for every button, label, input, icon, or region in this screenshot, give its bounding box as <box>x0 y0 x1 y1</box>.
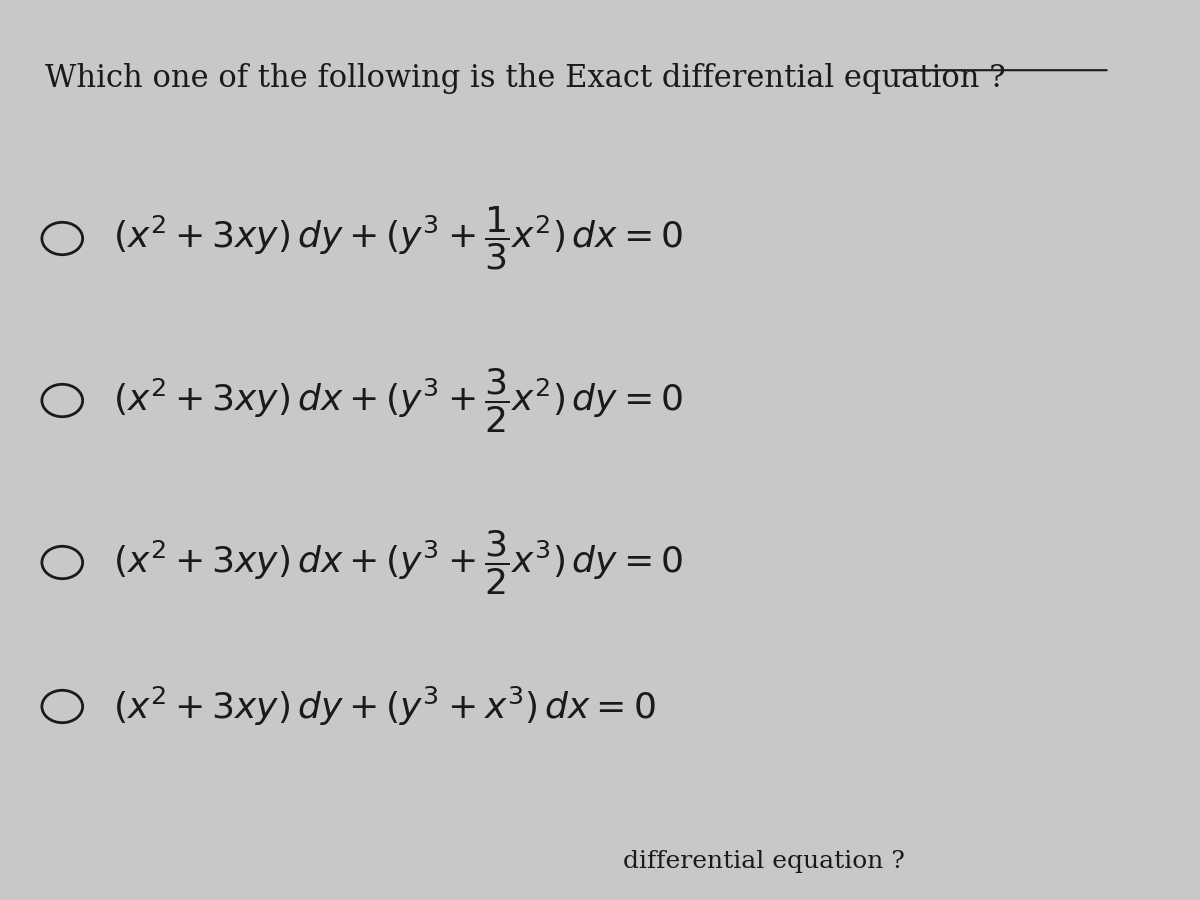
Text: $(x^2 + 3xy)\,dy + (y^3 + \dfrac{1}{3}x^2)\,dx = 0$: $(x^2 + 3xy)\,dy + (y^3 + \dfrac{1}{3}x^… <box>113 205 684 272</box>
Text: Which one of the following is the Exact differential equation ?: Which one of the following is the Exact … <box>46 63 1006 94</box>
Text: $(x^2 + 3xy)\,dx + (y^3 + \dfrac{3}{2}x^2)\,dy = 0$: $(x^2 + 3xy)\,dx + (y^3 + \dfrac{3}{2}x^… <box>113 366 684 435</box>
Text: $(x^2 + 3xy)\,dx + (y^3 + \dfrac{3}{2}x^3)\,dy = 0$: $(x^2 + 3xy)\,dx + (y^3 + \dfrac{3}{2}x^… <box>113 528 684 597</box>
Text: differential equation ?: differential equation ? <box>623 850 905 873</box>
Text: $(x^2 + 3xy)\,dy + (y^3 + x^3)\,dx = 0$: $(x^2 + 3xy)\,dy + (y^3 + x^3)\,dx = 0$ <box>113 685 656 728</box>
